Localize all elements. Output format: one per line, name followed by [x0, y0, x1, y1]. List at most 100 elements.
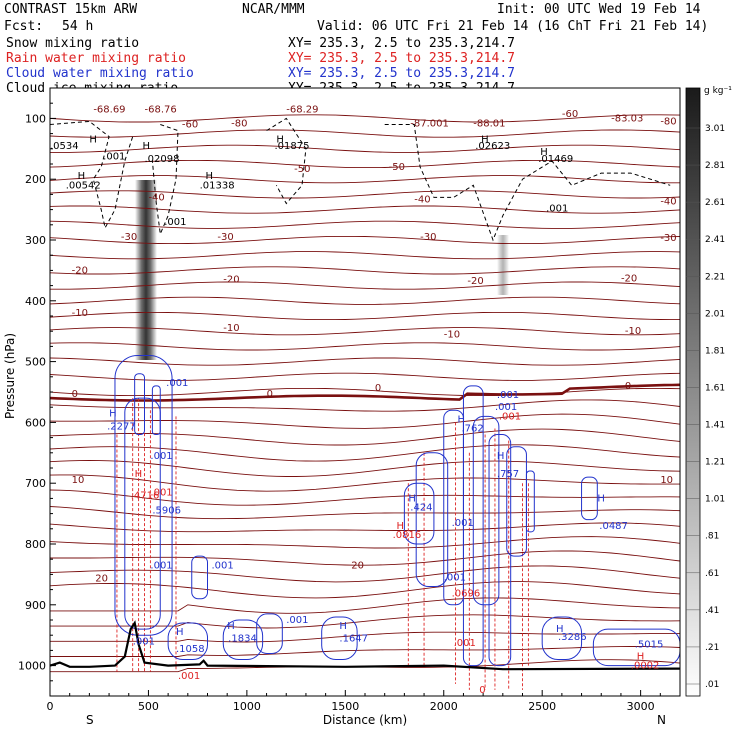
temperature-label: 0 — [267, 389, 273, 400]
temperature-label: -10 — [625, 326, 641, 337]
colorbar-label: .61 — [705, 569, 719, 579]
ice-label: .001 — [103, 152, 125, 163]
temperature-label: -10 — [444, 329, 460, 340]
isotherm-line — [50, 159, 680, 169]
cloud-water-label: .001 — [286, 615, 308, 626]
isotherm-line — [50, 646, 680, 657]
temperature-label: -10 — [72, 308, 88, 319]
contour-labels: -68.69 -68.76 -68.29 -60 -60 -80 -87.001 -88.01… — [50, 104, 677, 696]
isotherm-line — [50, 281, 680, 290]
isotherm-line — [50, 631, 680, 643]
cloud-water-label: .0487 — [599, 521, 628, 532]
ice-contours — [50, 117, 671, 242]
snow-column-main — [135, 180, 157, 360]
x-tick-label: 1000 — [233, 700, 261, 713]
rain-label: .0816 — [393, 530, 422, 541]
legend-cloud-water-xy: XY= 235.3, 2.5 to 235.3,214.7 — [288, 66, 515, 81]
temperature-label: -40 — [148, 192, 164, 203]
rain-contours — [116, 398, 529, 690]
y-tick-label: 600 — [25, 416, 46, 429]
ice-label: H — [89, 135, 97, 146]
colorbar-label: 1.41 — [705, 421, 725, 431]
end-label-south: S — [86, 713, 94, 727]
cloud-water-label: H — [458, 414, 466, 425]
ice-label: H — [481, 135, 489, 146]
cloud-water-contour — [541, 616, 583, 661]
cloud-water-label: .2277 — [107, 422, 136, 433]
x-axis: 0 500 1000 1500 2000 2500 3000 — [47, 690, 661, 713]
temperature-label: -20 — [223, 275, 239, 286]
cloud-water-contour — [415, 452, 449, 588]
legend-snow-label: Snow mixing ratio — [6, 36, 139, 51]
isotherm-line — [50, 474, 680, 492]
temperature-label: -88.01 — [473, 118, 505, 129]
cloud-water-label: .001 — [150, 560, 172, 571]
x-tick-label: 2000 — [430, 700, 458, 713]
cloud-water-label: .001 — [211, 560, 233, 571]
temperature-label: -30 — [217, 232, 233, 243]
cloud-water-label: H — [597, 493, 605, 504]
isotherm-line — [50, 175, 680, 184]
ice-label: H — [143, 141, 151, 152]
init-time: Init: 00 UTC Wed 19 Feb 14 — [497, 2, 701, 17]
temperature-label: 10 — [660, 475, 673, 486]
colorbar-label: 2.81 — [705, 161, 725, 171]
ice-label: .02098 — [145, 154, 180, 165]
y-tick-label: 100 — [25, 112, 46, 125]
isotherm-line — [50, 311, 680, 321]
cloud-water-label: .1058 — [176, 644, 205, 655]
rain-label: H — [397, 521, 405, 532]
ice-contour — [50, 120, 134, 230]
cloud-water-contour — [151, 385, 161, 436]
rain-label: H — [135, 469, 143, 480]
isotherm-line — [50, 251, 680, 260]
cloud-water-label: H — [408, 493, 416, 504]
isotherm-line — [50, 522, 680, 533]
cloud-water-label: .762 — [461, 424, 483, 435]
temperature-label: -30 — [420, 232, 436, 243]
y-tick-label: 900 — [25, 599, 46, 612]
colorbar-unit: g kg⁻¹ — [704, 86, 732, 96]
isotherm-line — [50, 536, 680, 549]
rain-label: .001 — [178, 671, 200, 682]
x-tick-label: 3000 — [627, 700, 655, 713]
y-axis: 100 200 300 400 500 600 700 800 900 1000 — [18, 87, 56, 697]
cloud-water-contour — [191, 555, 208, 600]
legend-cloud-water-label: Cloud water mixing ratio — [6, 66, 194, 81]
colorbar: 3.01 2.81 2.61 2.41 2.21 2.01 1.81 1.61 1.41 1.21… — [685, 86, 732, 697]
ice-label: H — [540, 147, 548, 158]
rain-label: .001 — [150, 487, 172, 498]
ice-label: .02623 — [475, 141, 510, 152]
isotherm-line — [50, 190, 680, 199]
cloud-water-contour — [403, 482, 435, 545]
rain-label: 0 — [479, 685, 485, 696]
temperature-label: -50 — [389, 162, 405, 173]
isotherm-line — [50, 506, 680, 520]
x-tick-label: 0 — [47, 700, 54, 713]
legend-rain-label: Rain water mixing ratio — [6, 51, 186, 66]
isotherm-line — [50, 114, 680, 123]
temperature-label: -30 — [660, 233, 676, 244]
colorbar-label: 2.01 — [705, 309, 725, 319]
model-title: CONTRAST 15km ARW — [4, 2, 137, 17]
valid-time: Valid: 06 UTC Fri 21 Feb 14 (16 ChT Fri … — [317, 19, 708, 34]
cloud-water-label: .5906 — [152, 506, 181, 517]
forecast-hours: 54 h — [62, 19, 93, 34]
cloud-water-label: .1834 — [228, 633, 257, 644]
colorbar-label: 1.01 — [705, 495, 725, 505]
colorbar-label: .01 — [705, 680, 719, 690]
rain-label: H — [637, 652, 645, 663]
temperature-label: -10 — [223, 323, 239, 334]
isotherm-line — [50, 565, 680, 583]
ice-contour — [266, 117, 307, 205]
ice-label: .0534 — [50, 141, 79, 152]
isotherm-line — [50, 144, 680, 153]
cloud-water-contour — [134, 373, 145, 436]
y-tick-label: 500 — [25, 356, 46, 369]
rain-label: .001 — [454, 638, 476, 649]
cloud-water-label: .001 — [452, 518, 474, 529]
x-tick-label: 500 — [138, 700, 159, 713]
terrain-line — [50, 620, 680, 671]
cloud-water-label: .001 — [497, 390, 519, 401]
org-label: NCAR/MMM — [242, 2, 305, 17]
